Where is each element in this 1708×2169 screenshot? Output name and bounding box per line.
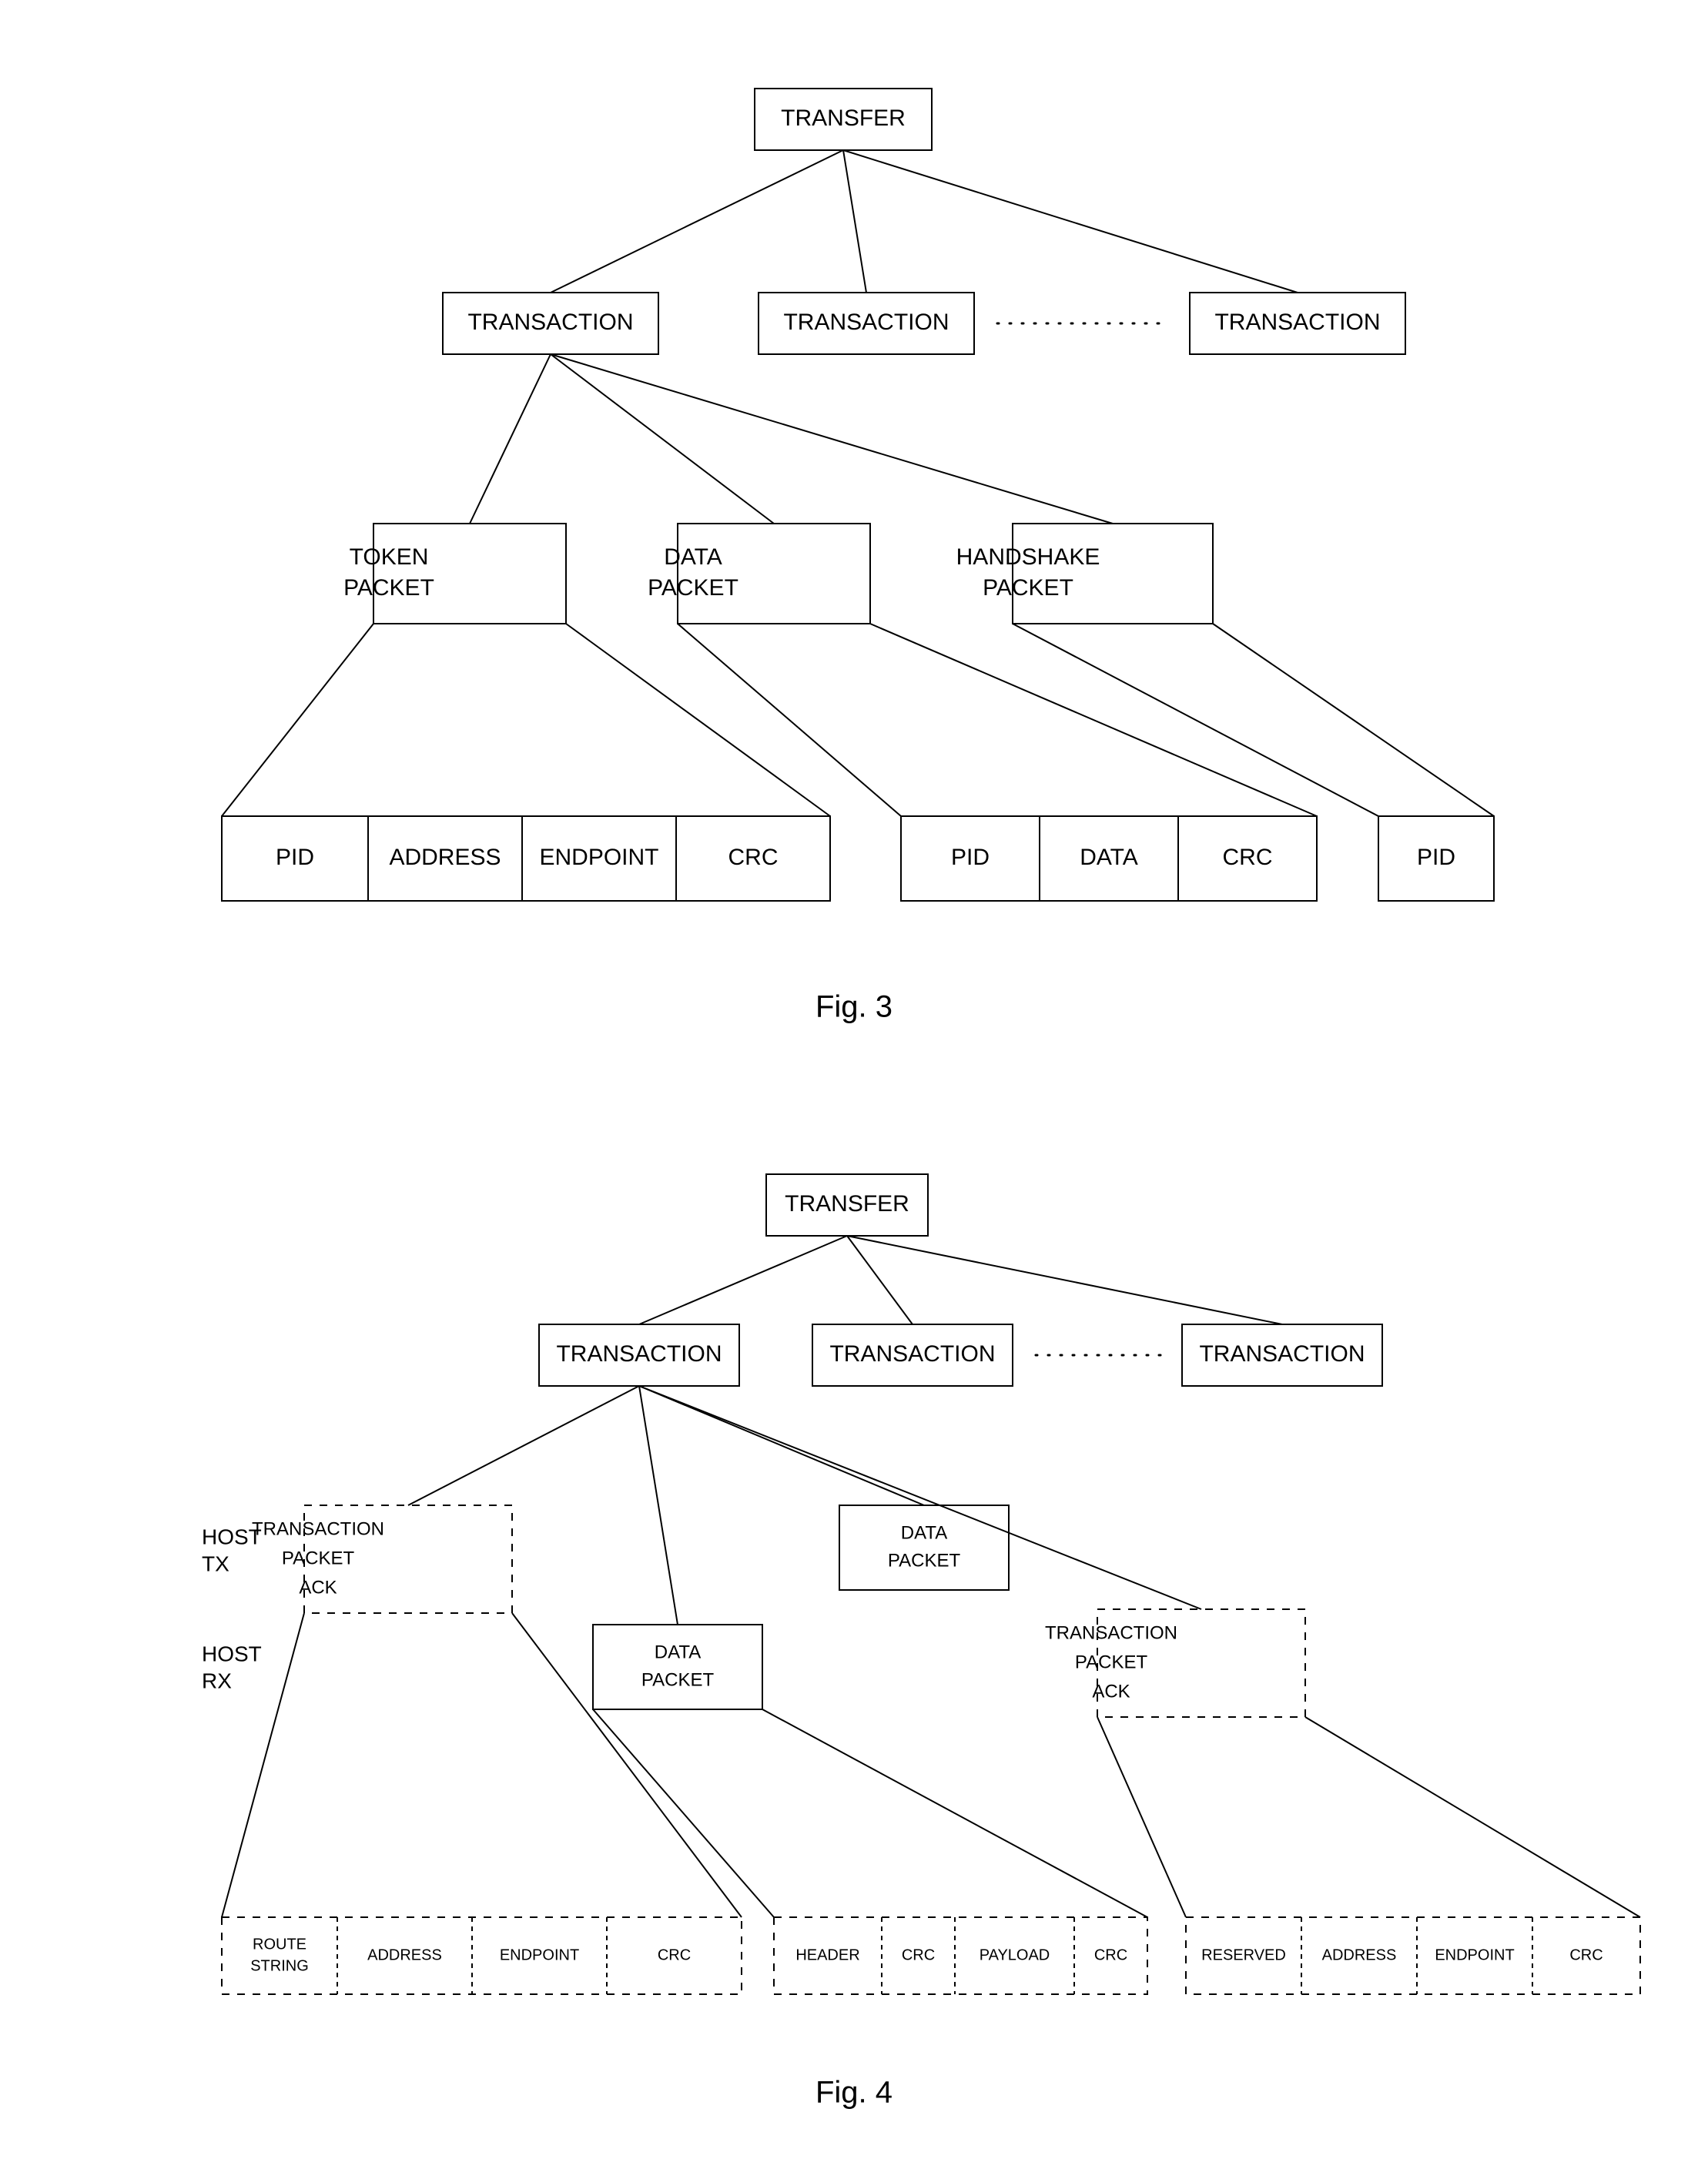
connector [762, 1709, 1147, 1917]
token-field-label-1: ADDRESS [389, 845, 501, 870]
tpa2-l3: ACK [1092, 1681, 1130, 1702]
data-field-label-1: DATA [1080, 845, 1138, 870]
connector [408, 1386, 639, 1505]
host-rx-l1: HOST [202, 1642, 262, 1665]
connector [843, 150, 866, 293]
rowC-f3: CRC [1569, 1946, 1603, 1963]
dprx-l2: PACKET [641, 1669, 715, 1690]
tpa1-l1: TRANSACTION [252, 1518, 384, 1539]
host-tx-l2: TX [202, 1551, 229, 1575]
connector [639, 1386, 678, 1625]
data-packet-box [678, 524, 870, 624]
transaction-label: TRANSACTION [467, 310, 633, 335]
rowC-f2: ENDPOINT [1435, 1946, 1514, 1963]
diagram-canvas: TRANSFER TRANSACTION TRANSACTION TRANSACTIO… [0, 0, 1708, 2169]
dprx-l1: DATA [655, 1642, 701, 1662]
token-field-label-0: PID [276, 845, 314, 870]
rowB-f3: CRC [1094, 1946, 1127, 1963]
connector [1213, 624, 1494, 816]
connector [1013, 624, 1378, 816]
dptx-box [839, 1505, 1009, 1590]
rowB-f1: CRC [902, 1946, 935, 1963]
data-field-label-0: PID [951, 845, 990, 870]
transfer-label: TRANSFER [781, 105, 906, 131]
rowA-f3: CRC [658, 1946, 691, 1963]
connector [593, 1709, 774, 1917]
connector [639, 1236, 847, 1324]
rowB-f2: PAYLOAD [980, 1946, 1050, 1963]
tpa2-l2: PACKET [1075, 1652, 1148, 1672]
connector [551, 354, 1113, 524]
connector [566, 624, 830, 816]
rowC-f0: RESERVED [1201, 1946, 1286, 1963]
connector [551, 150, 843, 293]
host-tx-l1: HOST [202, 1525, 262, 1548]
dprx-box [593, 1625, 762, 1709]
fig4-caption: Fig. 4 [815, 2076, 893, 2110]
connector [551, 354, 774, 524]
rowA-f2: ENDPOINT [500, 1946, 579, 1963]
tpa2-l1: TRANSACTION [1045, 1622, 1177, 1643]
connector [470, 354, 551, 524]
dptx-l2: PACKET [888, 1550, 961, 1571]
hs-field-label-0: PID [1417, 845, 1455, 870]
data-field-label-2: CRC [1223, 845, 1273, 870]
transaction-label-4: TRANSACTION [1199, 1341, 1365, 1367]
transfer-label-4: TRANSFER [785, 1191, 909, 1217]
rowB-f0: HEADER [795, 1946, 859, 1963]
connector [639, 1386, 924, 1505]
connector [222, 624, 373, 816]
rowC-f1: ADDRESS [1322, 1946, 1397, 1963]
connector [1305, 1717, 1640, 1917]
token-packet-l2: PACKET [343, 575, 434, 601]
tpa1-l3: ACK [299, 1577, 337, 1598]
connector [843, 150, 1298, 293]
fig3-caption: Fig. 3 [815, 990, 893, 1024]
transaction-label-4: TRANSACTION [829, 1341, 995, 1367]
handshake-packet-box [1013, 524, 1213, 624]
data-packet-l1: DATA [664, 544, 722, 570]
data-packet-l2: PACKET [648, 575, 738, 601]
transaction-label: TRANSACTION [783, 310, 949, 335]
tpa1-l2: PACKET [282, 1548, 355, 1568]
connector [870, 624, 1317, 816]
handshake-packet-l1: HANDSHAKE [956, 544, 1100, 570]
transaction-label-4: TRANSACTION [556, 1341, 722, 1367]
connector [847, 1236, 913, 1324]
token-field-label-2: ENDPOINT [539, 845, 658, 870]
transaction-label: TRANSACTION [1214, 310, 1380, 335]
rowA-f1: ADDRESS [367, 1946, 442, 1963]
token-packet-box [373, 524, 566, 624]
token-packet-l1: TOKEN [350, 544, 429, 570]
connector [1097, 1717, 1186, 1917]
dptx-l1: DATA [901, 1522, 947, 1543]
rowA-f0a: ROUTE [253, 1936, 306, 1953]
connector [847, 1236, 1282, 1324]
handshake-packet-l2: PACKET [983, 575, 1073, 601]
rowA-f0b: STRING [250, 1957, 309, 1974]
token-field-label-3: CRC [728, 845, 779, 870]
host-rx-l2: RX [202, 1669, 232, 1692]
